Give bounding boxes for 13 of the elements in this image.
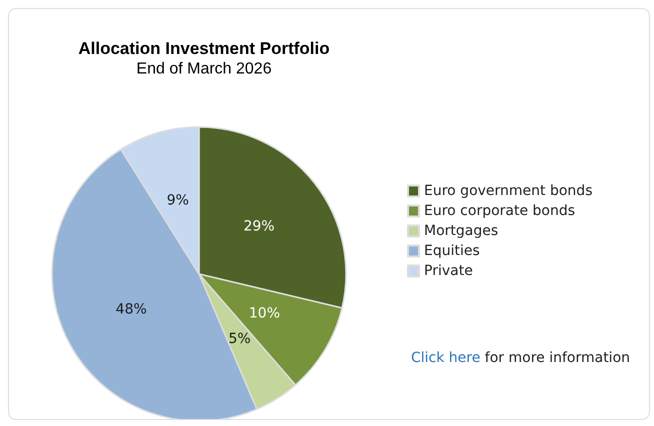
legend-label: Mortgages [424,223,498,239]
legend-label: Equities [424,243,480,259]
data-label: 5% [228,330,251,347]
legend-label: Euro corporate bonds [424,203,576,219]
legend-label: Euro government bonds [424,183,592,199]
data-label: 29% [243,218,275,235]
chart-subtitle: End of March 2026 [136,60,272,78]
data-label: 10% [248,306,280,322]
data-label: 48% [116,301,147,318]
data-label: 9% [166,192,189,208]
chart-title: Allocation Investment Portfolio [78,39,330,58]
legend-label: Private [424,263,473,279]
text: Click here for more information [411,350,630,366]
